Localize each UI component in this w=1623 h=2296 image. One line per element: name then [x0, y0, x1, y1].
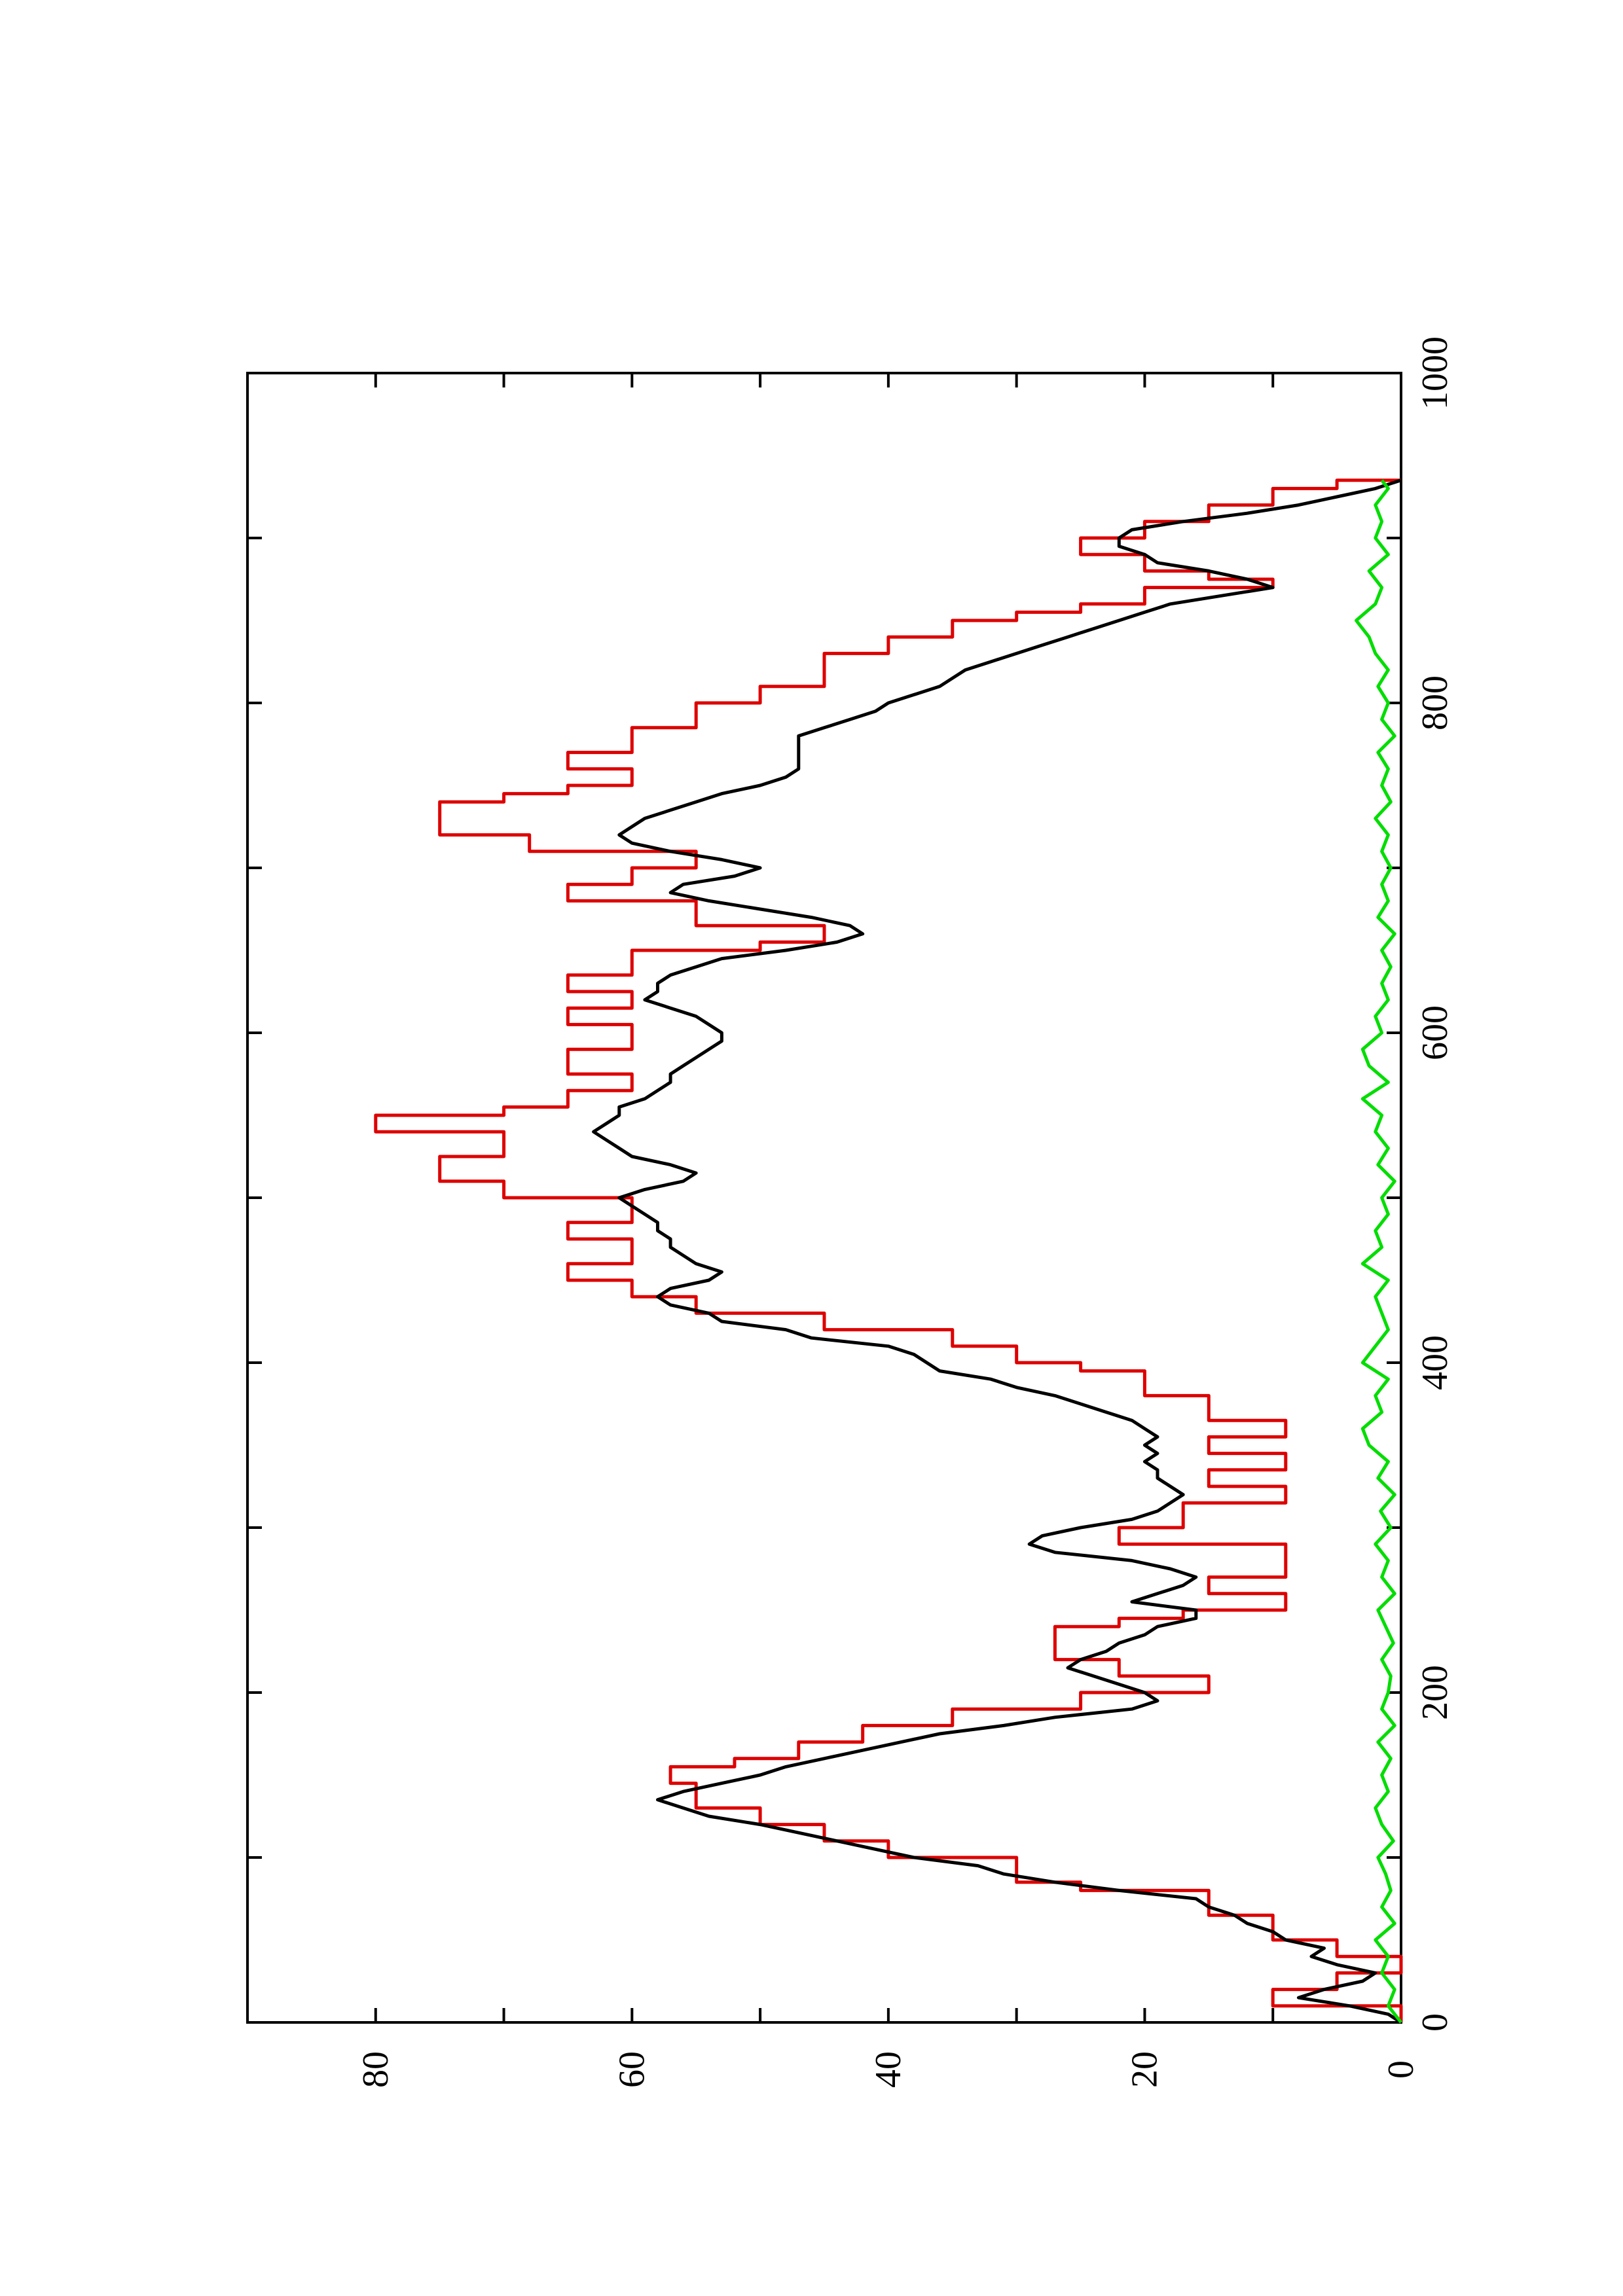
y-tick-label: 40: [868, 2051, 909, 2088]
series-line-3: [1355, 479, 1402, 2024]
x-tick-label: 0: [1415, 2013, 1455, 2032]
y-tick-label: 0: [1381, 2060, 1421, 2079]
series-line-1: [374, 478, 1403, 2022]
series-layer: [374, 478, 1403, 2024]
x-tick-label: 1000: [1415, 336, 1455, 410]
series-line-2: [592, 478, 1402, 2024]
y-tick-label: 20: [1124, 2051, 1165, 2088]
x-tick-label: 600: [1415, 1005, 1455, 1060]
y-tick-label: 80: [356, 2051, 396, 2088]
x-tick-label: 800: [1415, 675, 1455, 730]
axis-ticks: [247, 372, 1402, 2024]
plot-frame: [246, 372, 1402, 2024]
x-tick-label: 200: [1415, 1665, 1455, 1720]
axis-tick-labels: 0 200 400 600 800 1000 0 20 40 60 80: [356, 336, 1455, 2088]
y-tick-label: 60: [611, 2051, 652, 2088]
x-tick-label: 400: [1415, 1335, 1455, 1390]
